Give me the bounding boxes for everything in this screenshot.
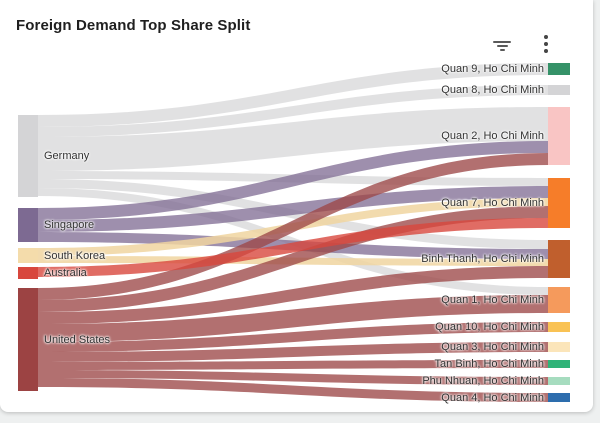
sankey-flow-united-states-to-quan-3[interactable] — [38, 342, 548, 362]
sankey-node-south-korea[interactable] — [18, 248, 38, 263]
sankey-flow-singapore-to-quan-7[interactable] — [38, 186, 548, 232]
filter-button[interactable] — [488, 34, 516, 58]
sankey-svg — [18, 63, 570, 402]
sankey-node-phu-nhuan[interactable] — [548, 377, 570, 385]
sankey-node-tan-binh[interactable] — [548, 360, 570, 368]
sankey-chart: Germany Singapore South Korea Australia Unit… — [18, 63, 570, 404]
sankey-node-quan-7[interactable] — [548, 178, 570, 228]
sankey-node-binh-thanh[interactable] — [548, 240, 570, 278]
sankey-flow-germany-to-quan-8[interactable] — [38, 85, 548, 137]
sankey-node-germany[interactable] — [18, 115, 38, 197]
kebab-menu-icon — [544, 35, 548, 39]
sankey-flow-australia-to-quan-7[interactable] — [38, 218, 548, 277]
sankey-flow-united-states-to-quan-1[interactable] — [38, 295, 548, 342]
sankey-node-quan-10[interactable] — [548, 322, 570, 332]
sankey-node-quan-2[interactable] — [548, 107, 570, 165]
sankey-node-singapore[interactable] — [18, 208, 38, 242]
sankey-node-quan-3[interactable] — [548, 342, 570, 352]
sankey-node-australia[interactable] — [18, 267, 38, 279]
sankey-flow-united-states-to-tan-binh[interactable] — [38, 360, 548, 370]
chart-title: Foreign Demand Top Share Split — [16, 17, 251, 34]
sankey-flow-germany-to-quan-2[interactable] — [38, 107, 548, 171]
sankey-flow-united-states-to-binh-thanh[interactable] — [38, 266, 548, 324]
sankey-node-united-states[interactable] — [18, 288, 38, 391]
sankey-flow-united-states-to-quan-7[interactable] — [38, 206, 548, 312]
more-options-button[interactable] — [532, 32, 560, 56]
filter-icon — [493, 41, 511, 43]
sankey-flow-germany-to-quan-9[interactable] — [38, 63, 548, 127]
sankey-flow-united-states-to-phu-nhuan[interactable] — [38, 370, 548, 385]
sankey-flow-singapore-to-quan-2[interactable] — [38, 141, 548, 220]
sankey-flow-united-states-to-quan-10[interactable] — [38, 322, 548, 352]
sankey-flow-united-states-to-quan-2[interactable] — [38, 153, 548, 300]
sankey-node-quan-8[interactable] — [548, 85, 570, 95]
sankey-node-quan-9[interactable] — [548, 63, 570, 75]
chart-card: Germany Singapore South Korea Australia Unit… — [0, 0, 593, 412]
sankey-node-quan-4[interactable] — [548, 393, 570, 402]
sankey-node-quan-1[interactable] — [548, 287, 570, 313]
sankey-flow-united-states-to-quan-4[interactable] — [38, 378, 548, 402]
